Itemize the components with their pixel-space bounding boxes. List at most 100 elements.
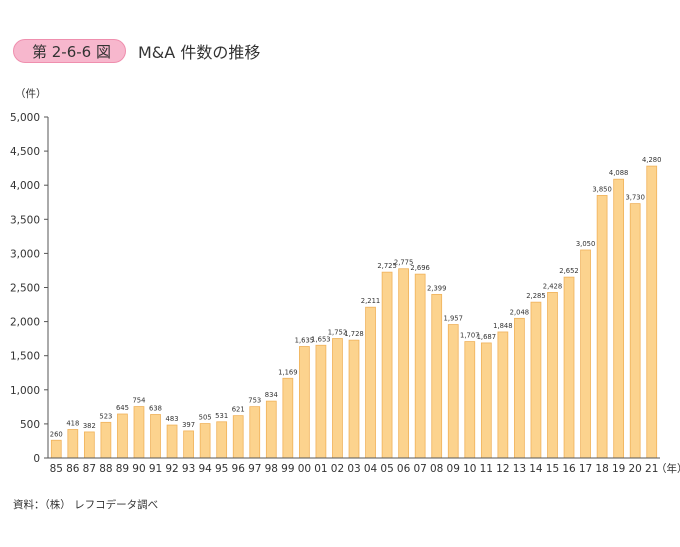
data-label-99: 1,169 — [278, 368, 297, 376]
x-tick-label-92: 92 — [165, 463, 178, 475]
x-tick-label-15: 15 — [546, 463, 559, 475]
data-label-09: 1,957 — [444, 315, 463, 323]
bar-91 — [150, 414, 161, 459]
x-tick-label-04: 04 — [364, 463, 378, 475]
data-label-89: 645 — [116, 404, 129, 412]
x-tick-label-10: 10 — [463, 463, 476, 475]
source-note: 資料：（株） レフコデータ調べ — [13, 499, 159, 511]
x-tick-label-05: 05 — [380, 463, 393, 475]
x-tick-label-03: 03 — [347, 463, 360, 475]
bar-11 — [480, 342, 492, 459]
x-tick-label-86: 86 — [66, 463, 80, 475]
bar-02 — [332, 338, 343, 459]
bar-09 — [447, 324, 459, 459]
y-tick-label: 1,500 — [10, 351, 40, 363]
bar-86 — [67, 429, 79, 459]
x-tick-label-99: 99 — [281, 463, 294, 475]
x-tick-label-21: 21 — [645, 463, 658, 475]
bar-07 — [414, 273, 426, 459]
data-label-96: 621 — [232, 406, 245, 414]
data-label-16: 2,652 — [559, 267, 578, 275]
bar-88 — [100, 421, 112, 459]
y-tick-label: 5,000 — [10, 112, 40, 124]
data-label-06: 2,775 — [394, 259, 413, 267]
data-label-13: 2,048 — [510, 308, 529, 316]
y-tick-label: 0 — [33, 453, 40, 465]
x-axis-unit-label: （年） — [656, 462, 680, 475]
data-label-90: 754 — [132, 397, 145, 405]
x-tick-label-93: 93 — [182, 463, 195, 475]
x-tick-label-12: 12 — [496, 463, 509, 475]
bar-03 — [348, 339, 360, 459]
bar-06 — [398, 268, 409, 459]
y-tick-label: 3,500 — [10, 214, 40, 226]
data-label-91: 638 — [149, 404, 162, 412]
data-label-05: 2,725 — [377, 262, 396, 270]
data-label-08: 2,399 — [427, 284, 446, 292]
x-tick-label-90: 90 — [132, 463, 145, 475]
bar-96 — [232, 415, 244, 459]
x-tick-label-07: 07 — [413, 463, 426, 475]
x-tick-label-85: 85 — [50, 463, 63, 475]
bars — [50, 165, 658, 459]
bar-97 — [249, 406, 261, 459]
data-label-97: 753 — [248, 397, 261, 405]
data-label-17: 3,050 — [576, 240, 595, 248]
bar-99 — [282, 377, 294, 459]
data-label-14: 2,285 — [526, 292, 545, 300]
y-tick-label: 2,500 — [10, 283, 40, 295]
data-label-85: 260 — [50, 430, 63, 438]
data-label-11: 1,687 — [477, 333, 496, 341]
x-tick-label-13: 13 — [513, 463, 526, 475]
figure-header: 第 2-6-6 図 M&A 件数の推移 — [13, 38, 260, 64]
x-tick-label-94: 94 — [198, 463, 212, 475]
bar-05 — [381, 271, 393, 459]
bar-18 — [596, 195, 608, 459]
bar-13 — [514, 317, 525, 459]
y-tick-label: 2,000 — [10, 317, 40, 329]
data-label-10: 1,707 — [460, 332, 479, 340]
data-label-93: 397 — [182, 421, 195, 429]
bar-90 — [133, 406, 145, 459]
bar-16 — [563, 276, 575, 459]
bar-87 — [83, 431, 95, 459]
x-axis-ticks: 85 86 87 88 89 90 91 92 93 94 95 96 97 98 99 00 01 02 03 04… — [50, 463, 659, 475]
data-label-04: 2,211 — [361, 297, 380, 305]
x-tick-label-88: 88 — [99, 463, 112, 475]
bar-21 — [646, 165, 658, 459]
bar-10 — [464, 341, 476, 459]
y-tick-label: 3,000 — [10, 248, 40, 260]
x-tick-label-17: 17 — [579, 463, 592, 475]
x-tick-label-20: 20 — [629, 463, 642, 475]
x-tick-label-02: 02 — [331, 463, 344, 475]
x-tick-label-01: 01 — [314, 463, 327, 475]
data-label-92: 483 — [166, 415, 179, 423]
x-tick-label-87: 87 — [83, 463, 96, 475]
x-tick-label-00: 00 — [298, 463, 311, 475]
bar-15 — [547, 292, 558, 459]
bar-20 — [629, 203, 641, 459]
x-tick-label-97: 97 — [248, 463, 261, 475]
bar-17 — [580, 249, 591, 459]
x-tick-label-16: 16 — [562, 463, 576, 475]
x-tick-label-95: 95 — [215, 463, 228, 475]
x-tick-label-98: 98 — [265, 463, 278, 475]
data-label-12: 1,848 — [493, 322, 512, 330]
y-tick-label: 4,000 — [10, 180, 40, 192]
x-tick-label-91: 91 — [149, 463, 162, 475]
y-tick-label: 4,500 — [10, 146, 40, 158]
x-tick-label-08: 08 — [430, 463, 443, 475]
bar-01 — [315, 344, 327, 459]
data-label-18: 3,850 — [592, 185, 611, 193]
x-tick-label-18: 18 — [595, 463, 608, 475]
data-label-03: 1,728 — [344, 330, 363, 338]
x-tick-label-09: 09 — [447, 463, 460, 475]
bar-04 — [365, 306, 376, 459]
x-tick-label-06: 06 — [397, 463, 411, 475]
bar-12 — [497, 331, 509, 459]
bar-92 — [166, 424, 178, 459]
data-label-01: 1,653 — [311, 335, 330, 343]
y-axis-unit-label: （件） — [15, 88, 47, 100]
y-tick-label: 500 — [20, 419, 40, 431]
